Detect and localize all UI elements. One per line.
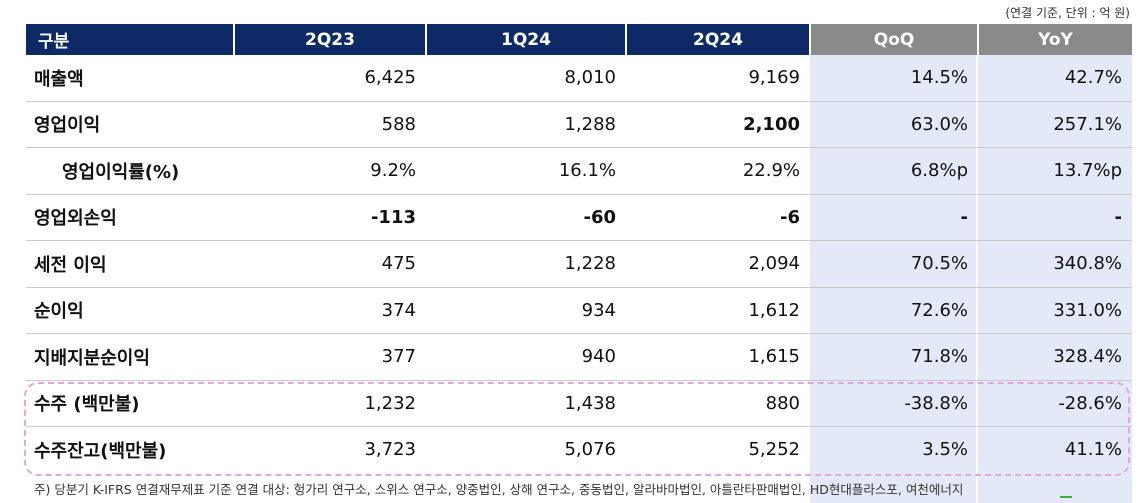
cell-2q24: 2,094 <box>626 240 810 288</box>
cell-qoq: 6.8%p <box>810 147 978 195</box>
financial-table: 구분 2Q23 1Q24 2Q24 QoQ YoY 매출액 6,425 8,01… <box>26 24 1132 473</box>
cell-2q24: 5,252 <box>748 439 800 461</box>
row-label: 수주 (백만불) <box>26 380 234 427</box>
row-label: 세전 이익 <box>26 240 234 288</box>
header-qoq: QoQ <box>810 24 979 55</box>
cell-2q23: 588 <box>234 101 426 148</box>
table-row: 영업외손익 -113 -60 -6 - - <box>26 194 1132 241</box>
header-1q24: 1Q24 <box>426 24 627 55</box>
cell-2q24: 9,169 <box>626 55 810 102</box>
cell-yoy: 328.4% <box>978 333 1132 381</box>
cell-qoq: 70.5% <box>810 240 978 288</box>
cell-2q23: 475 <box>234 240 426 288</box>
unit-note: (연결 기준, 단위 : 억 원) <box>1005 6 1130 20</box>
table-row: 영업이익률(%) 9.2% 16.1% 22.9% 6.8%p 13.7%p <box>26 147 1132 195</box>
row-label: 영업외손익 <box>26 194 234 241</box>
cell-2q23: 6,425 <box>234 55 426 102</box>
cell-2q24: 1,615 <box>626 333 810 381</box>
cell-yoy: 13.7%p <box>978 147 1132 195</box>
table-row: 매출액 6,425 8,010 9,169 14.5% 42.7% <box>26 55 1132 102</box>
cell-qoq: -38.8% <box>810 380 978 427</box>
cell-1q24: 934 <box>426 287 626 334</box>
cell-yoy: 331.0% <box>978 287 1132 334</box>
cell-1q24: 8,010 <box>426 55 626 102</box>
financial-table-wrap: 구분 2Q23 1Q24 2Q24 QoQ YoY 매출액 6,425 8,01… <box>24 24 1132 503</box>
cell-qoq: - <box>810 194 978 241</box>
cell-1q24: 5,076 <box>564 439 616 461</box>
cell-yoy: -28.6% <box>978 380 1132 427</box>
cell-2q24: -6 <box>626 194 810 241</box>
footnote: 주) 당분기 K-IFRS 연결재무제표 기준 연결 대상: 헝가리 연구소, … <box>34 482 964 497</box>
cell-1q24: 1,228 <box>426 240 626 288</box>
header-2q24: 2Q24 <box>626 24 811 55</box>
table-row: 순이익 374 934 1,612 72.6% 331.0% <box>26 287 1132 334</box>
cell-yoy: 257.1% <box>978 101 1132 148</box>
table-row: 지배지분순이익 377 940 1,615 71.8% 328.4% <box>26 333 1132 381</box>
row-label: 지배지분순이익 <box>26 333 234 381</box>
cell-qoq: 14.5% <box>810 55 978 102</box>
green-mark <box>1060 496 1072 498</box>
cell-yoy: 340.8% <box>978 240 1132 288</box>
table-row: 수주 (백만불) 1,232 1,438 880 -38.8% -28.6% <box>26 380 1132 427</box>
cell-1q24: 1,288 <box>426 101 626 148</box>
cell-1q24: 940 <box>426 333 626 381</box>
table-row: 세전 이익 475 1,228 2,094 70.5% 340.8% <box>26 240 1132 288</box>
cell-2q24: 1,612 <box>626 287 810 334</box>
cell-2q24: 2,100 <box>626 101 810 148</box>
cell-2q23: 9.2% <box>234 147 426 195</box>
cell-2q24: 880 <box>626 380 810 427</box>
cell-1q24: -60 <box>426 194 626 241</box>
cell-2q23: 374 <box>234 287 426 334</box>
cell-qoq: 3.5% <box>922 439 968 461</box>
cell-yoy: - <box>978 194 1132 241</box>
cell-2q23: -113 <box>234 194 426 241</box>
cell-2q23: 377 <box>234 333 426 381</box>
header-2q23: 2Q23 <box>234 24 427 55</box>
row-label: 순이익 <box>26 287 234 334</box>
cell-1q24: 16.1% <box>426 147 626 195</box>
row-label: 매출액 <box>26 55 234 102</box>
cell-qoq: 72.6% <box>810 287 978 334</box>
cell-yoy: 42.7% <box>978 55 1132 102</box>
cell-2q23: 1,232 <box>234 380 426 427</box>
row-label: 영업이익률(%) <box>26 147 234 195</box>
table-row: 영업이익 588 1,288 2,100 63.0% 257.1% <box>26 101 1132 148</box>
row-label: 수주잔고(백만불) <box>34 440 167 462</box>
header-yoy: YoY <box>978 24 1132 55</box>
cell-1q24: 1,438 <box>426 380 626 427</box>
cell-yoy: 41.1% <box>1064 439 1122 461</box>
cell-qoq: 71.8% <box>810 333 978 381</box>
cell-qoq: 63.0% <box>810 101 978 148</box>
cell-2q24: 22.9% <box>626 147 810 195</box>
cell-2q23: 3,723 <box>364 439 416 461</box>
table-header-row: 구분 2Q23 1Q24 2Q24 QoQ YoY <box>26 24 1132 55</box>
row-label: 영업이익 <box>26 101 234 148</box>
table-row: 수주잔고(백만불) 3,723 5,076 5,252 3.5% 41.1% <box>26 427 1132 473</box>
header-category: 구분 <box>26 24 235 55</box>
